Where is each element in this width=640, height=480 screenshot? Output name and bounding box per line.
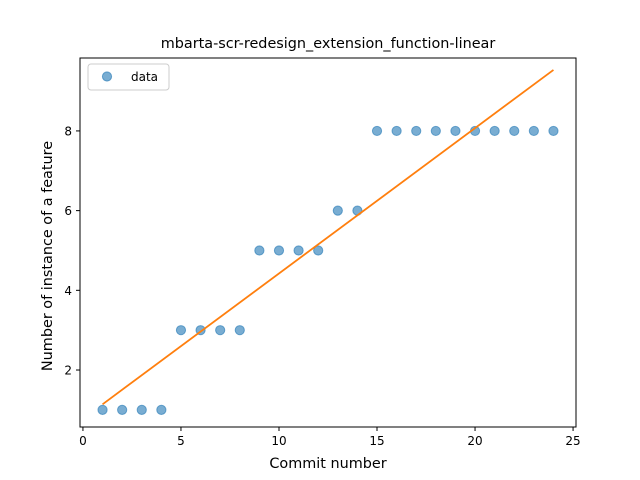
plot-area <box>97 69 559 415</box>
x-tick-label: 25 <box>565 434 580 448</box>
data-point <box>254 245 265 256</box>
x-tick-label: 15 <box>369 434 384 448</box>
x-tick-label: 5 <box>177 434 185 448</box>
x-axis-label: Commit number <box>269 456 386 472</box>
data-point <box>371 125 383 137</box>
data-point <box>273 245 285 256</box>
data-point <box>528 125 539 137</box>
data-point <box>391 125 402 137</box>
data-point <box>293 245 304 256</box>
data-point <box>411 125 422 137</box>
axes: 0 5 10 15 20 25 2 4 6 8 <box>64 57 581 448</box>
y-axis-label: Number of instance of a feature <box>40 141 56 371</box>
axes-frame <box>79 57 577 428</box>
data-point <box>430 125 441 137</box>
legend: data <box>87 63 170 91</box>
fit-line <box>102 69 554 406</box>
data-point <box>313 245 324 256</box>
data-point <box>548 125 559 137</box>
chart-title: mbarta-scr-redesign_extension_function-l… <box>161 36 496 52</box>
data-point <box>175 325 187 336</box>
data-point <box>489 125 500 137</box>
data-point <box>450 125 461 137</box>
data-point <box>509 125 520 137</box>
legend-label: data <box>131 70 158 84</box>
y-tick-label: 8 <box>64 124 72 138</box>
legend-box <box>87 63 170 91</box>
x-tick-label: 20 <box>467 434 482 448</box>
x-tick-label: 10 <box>271 434 286 448</box>
y-tick-label: 4 <box>64 284 72 298</box>
data-point <box>97 404 108 415</box>
y-tick-label: 6 <box>64 204 72 218</box>
y-tick-label: 2 <box>64 364 72 378</box>
data-point <box>117 404 128 415</box>
data-point <box>332 205 343 216</box>
data-point <box>234 325 245 336</box>
data-point <box>136 404 147 415</box>
legend-marker <box>101 71 113 82</box>
x-tick-label: 0 <box>79 434 87 448</box>
data-point <box>156 404 167 415</box>
data-point <box>215 325 226 336</box>
